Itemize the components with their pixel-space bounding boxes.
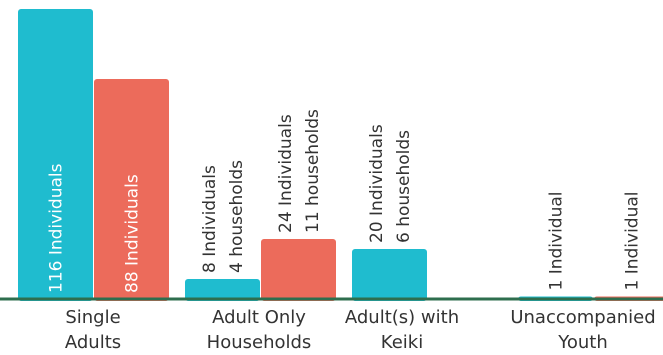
bar-label-s0-c2-l1: 6 households bbox=[394, 130, 414, 243]
bar-label-s0-c3-l0: 1 Individual bbox=[547, 191, 567, 290]
category-label-c2-l0: Adult(s) with bbox=[345, 307, 459, 328]
bar-label-s0-c1-l1: 4 households bbox=[227, 160, 247, 273]
bar-label-s1-c3-l0: 1 Individual bbox=[623, 191, 643, 290]
category-labels-layer: Single Adults Adult Only Households Adult(s)… bbox=[65, 307, 656, 353]
category-label-c3-l0: Unaccompanied bbox=[510, 307, 655, 328]
bar-s0-c1 bbox=[185, 279, 260, 301]
bar-s1-c0 bbox=[94, 79, 169, 301]
category-label-c1-l1: Households bbox=[207, 332, 312, 353]
category-label-c0-l0: Single bbox=[65, 307, 120, 328]
bar-label-s0-c0-l0: 116 Individuals bbox=[47, 163, 67, 293]
bar-s0-c0 bbox=[18, 9, 93, 301]
bar-label-s1-c1-l0: 24 Individuals bbox=[276, 114, 296, 233]
bar-label-s1-c0-l0: 88 Individuals bbox=[123, 174, 143, 293]
bar-s0-c2 bbox=[352, 249, 427, 301]
bar-label-s1-c1-l1: 11 households bbox=[303, 109, 323, 233]
category-label-c1-l0: Adult Only bbox=[212, 307, 306, 328]
category-label-c3-l1: Youth bbox=[557, 332, 608, 353]
bar-label-s0-c1-l0: 8 Individuals bbox=[200, 165, 220, 273]
bar-labels-layer: 116 Individuals 8 Individuals 4 households… bbox=[47, 109, 643, 293]
bar-label-s0-c2-l0: 20 Individuals bbox=[367, 124, 387, 243]
category-label-c0-l1: Adults bbox=[65, 332, 121, 353]
category-label-c2-l1: Keiki bbox=[381, 332, 423, 353]
bar-s1-c1 bbox=[261, 239, 336, 301]
